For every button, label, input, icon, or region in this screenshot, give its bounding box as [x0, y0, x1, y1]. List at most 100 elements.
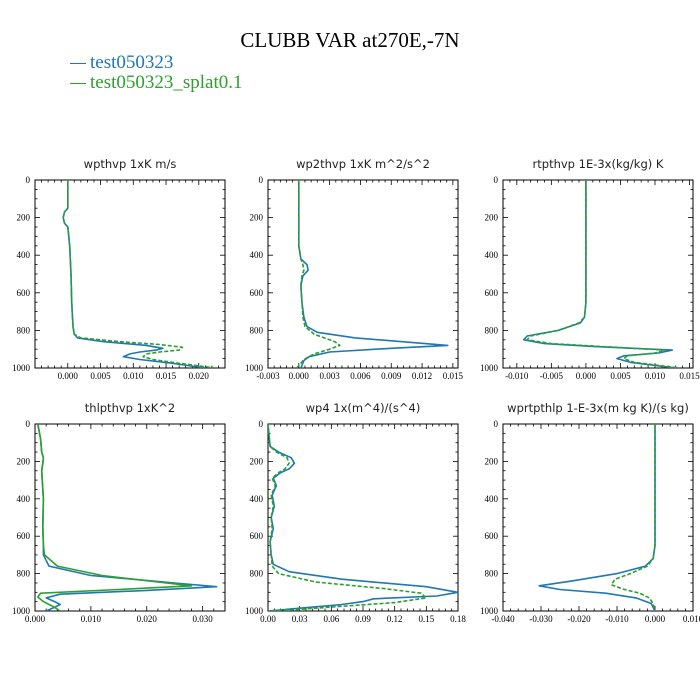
panel-title: wpthvp 1xK m/s — [84, 157, 177, 171]
x-tick-label: 0.12 — [387, 614, 403, 624]
y-tick-label: 800 — [17, 569, 31, 579]
x-tick-label: 0.030 — [193, 614, 214, 624]
y-tick-label: 600 — [250, 531, 264, 541]
x-tick-label: 0.020 — [189, 371, 210, 381]
y-tick-label: 0 — [26, 419, 31, 429]
y-tick-label: 600 — [485, 288, 499, 298]
panel-title: wprtpthlp 1-E-3x(m kg K)/(s kg) — [507, 401, 689, 415]
y-tick-label: 1000 — [245, 363, 264, 373]
chart-panel-3: rtpthvp 1E-3x(kg/kg) K02004006008001000-… — [480, 157, 700, 381]
y-tick-label: 200 — [250, 456, 264, 466]
y-tick-label: 200 — [17, 456, 31, 466]
y-tick-label: 600 — [250, 288, 264, 298]
y-tick-label: 200 — [485, 456, 499, 466]
legend-line-icon — [70, 63, 86, 65]
x-tick-label: 0.09 — [355, 614, 371, 624]
plot-frame — [34, 423, 226, 612]
y-tick-label: 200 — [17, 213, 31, 223]
x-tick-label: 0.06 — [323, 614, 339, 624]
x-tick-label: 0.005 — [610, 371, 631, 381]
chart-panel-2: wp2thvp 1xK m^2/s^2 0 200 400 600 800 1000-0.0… — [245, 157, 463, 381]
series-line-test050323 — [522, 180, 676, 368]
y-tick-label: 0 — [494, 419, 499, 429]
legend-label: test050323 — [90, 52, 174, 73]
series-line-test050323-splat — [62, 180, 216, 368]
x-tick-label: -0.040 — [491, 614, 515, 624]
x-tick-label: -0.005 — [540, 371, 564, 381]
x-tick-label: 0.03 — [292, 614, 308, 624]
chart-panel-6: wprtpthlp 1-E-3x(m kg K)/(s kg) 0 200 400 60… — [480, 401, 700, 624]
y-tick-label: 1000 — [480, 606, 499, 616]
panel-title: wp4 1x(m^4)/(s^4) — [306, 401, 421, 415]
x-tick-label: 0.015 — [443, 371, 464, 381]
plot-frame — [267, 423, 459, 612]
plot-frame — [502, 423, 694, 612]
x-tick-label: 0.020 — [137, 614, 158, 624]
y-tick-label: 600 — [485, 531, 499, 541]
y-tick-label: 0 — [494, 175, 499, 185]
y-tick-label: 800 — [485, 325, 499, 335]
panel-title: thlpthvp 1xK^2 — [85, 401, 175, 415]
panel-title: wp2thvp 1xK m^2/s^2 — [296, 157, 430, 171]
legend-entry-test050323: test050323 — [70, 52, 173, 74]
series-line-test050323 — [37, 424, 218, 611]
y-tick-label: 400 — [250, 494, 264, 504]
x-tick-label: 0.009 — [381, 371, 402, 381]
x-tick-label: 0.00 — [260, 614, 276, 624]
y-tick-label: 800 — [250, 569, 264, 579]
y-tick-label: 0 — [259, 175, 264, 185]
legend-line-icon — [70, 83, 86, 85]
x-tick-label: 0.015 — [679, 371, 700, 381]
x-tick-label: 0.012 — [412, 371, 432, 381]
y-tick-label: 600 — [17, 531, 31, 541]
y-tick-label: 400 — [17, 250, 31, 260]
x-tick-label: 0.015 — [156, 371, 177, 381]
y-tick-label: 400 — [485, 250, 499, 260]
series-line-test050323 — [268, 424, 458, 611]
panel-title: rtpthvp 1E-3x(kg/kg) K — [533, 157, 664, 171]
x-tick-label: 0.18 — [450, 614, 466, 624]
series-line-test050323-splat — [36, 424, 193, 611]
x-tick-label: 0.010 — [81, 614, 102, 624]
y-tick-label: 1000 — [245, 606, 264, 616]
y-tick-label: 1000 — [480, 363, 499, 373]
x-tick-label: 0.15 — [418, 614, 434, 624]
y-tick-label: 400 — [485, 494, 499, 504]
x-tick-label: -0.020 — [567, 614, 591, 624]
series-line-test050323 — [62, 180, 206, 368]
y-tick-label: 400 — [250, 250, 264, 260]
y-tick-label: 800 — [17, 325, 31, 335]
y-tick-label: 800 — [485, 569, 499, 579]
x-tick-label: 0.000 — [25, 614, 46, 624]
plot-frame — [267, 179, 459, 369]
x-tick-label: 0.010 — [645, 371, 666, 381]
y-tick-label: 200 — [250, 213, 264, 223]
x-tick-label: 0.010 — [123, 371, 144, 381]
plot-frame — [34, 179, 226, 369]
series-line-test050323-splat — [296, 180, 341, 368]
series-line-test050323-splat — [268, 424, 428, 611]
y-tick-label: 800 — [250, 325, 264, 335]
x-tick-label: 0.000 — [645, 614, 666, 624]
y-tick-label: 0 — [259, 419, 264, 429]
x-tick-label: -0.010 — [605, 614, 629, 624]
x-tick-label: 0.003 — [319, 371, 340, 381]
y-tick-label: 400 — [17, 494, 31, 504]
series-line-test050323 — [538, 424, 656, 611]
series-line-test050323 — [297, 180, 449, 368]
y-tick-label: 600 — [17, 288, 31, 298]
x-tick-label: -0.010 — [505, 371, 529, 381]
legend-entry-test050323-splat: test050323_splat0.1 — [70, 72, 243, 94]
x-tick-label: -0.030 — [529, 614, 553, 624]
x-tick-label: -0.003 — [256, 371, 280, 381]
y-tick-label: 200 — [485, 213, 499, 223]
x-tick-label: 0.000 — [289, 371, 310, 381]
figure-title: CLUBB VAR at270E,-7N — [240, 28, 460, 52]
series-line-test050323-splat — [526, 180, 680, 368]
x-tick-label: 0.006 — [350, 371, 371, 381]
chart-panel-1: wpthvp 1xK m/s 0 200 400 600 800 1000 0.000 0.00… — [12, 157, 226, 381]
x-tick-label: 0.000 — [576, 371, 597, 381]
